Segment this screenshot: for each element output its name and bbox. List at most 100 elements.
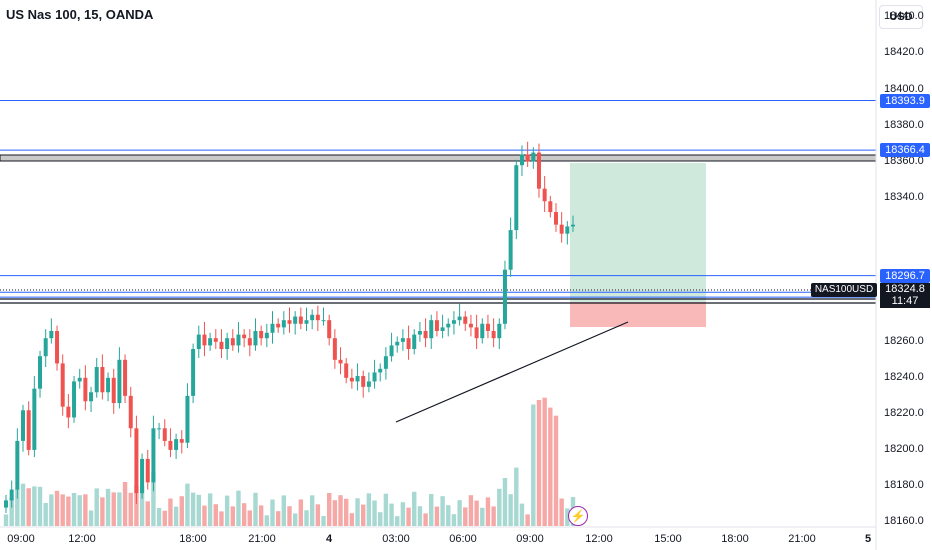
candle (497, 323, 502, 339)
volume-bar (247, 510, 253, 526)
volume-bar (536, 400, 542, 526)
volume-bar (71, 493, 77, 526)
volume-bar (559, 498, 564, 526)
volume-bar (519, 503, 525, 526)
candle (474, 327, 479, 339)
time-tick: 21:00 (248, 533, 276, 545)
candle (344, 363, 349, 378)
volume-bar (37, 486, 43, 526)
volume-bar (111, 492, 116, 526)
lightning-bolt-icon[interactable]: ⚡ (568, 506, 588, 526)
volume-bar (128, 492, 133, 526)
currency-button[interactable]: USD (879, 5, 923, 29)
candle (383, 356, 388, 369)
volume-bar (49, 494, 54, 526)
volume-bar (463, 507, 468, 526)
volume-bar (26, 488, 31, 526)
volume-bar (162, 510, 167, 526)
volume-bar (287, 506, 292, 526)
volume-bar (105, 488, 111, 526)
volume-bar (253, 492, 258, 526)
price-tick: 18260.0 (884, 334, 924, 347)
candle (157, 428, 162, 430)
candle (548, 201, 553, 213)
candle (463, 316, 468, 324)
volume-bar (548, 407, 553, 526)
volume-bar (508, 494, 513, 526)
candle (519, 154, 524, 166)
volume-bar (179, 496, 184, 526)
candle (38, 356, 43, 389)
level-price-tag: 18296.7 (880, 268, 930, 283)
volume-bar (207, 493, 213, 526)
time-tick: 5 (864, 533, 872, 545)
candle (179, 439, 184, 443)
volume-bar (275, 511, 281, 526)
volume-bar (258, 505, 264, 526)
trend-line (395, 321, 629, 423)
candle (43, 338, 48, 357)
candle (128, 395, 133, 429)
volume-bar (417, 506, 423, 526)
volume-bar (185, 483, 190, 526)
loss-zone (570, 302, 706, 327)
candle (168, 440, 173, 450)
candle (446, 323, 451, 328)
volume-bar (241, 503, 247, 526)
volume-bar (321, 516, 326, 526)
candle (174, 439, 179, 450)
price-tick: 18160.0 (884, 515, 924, 527)
volume-bar (32, 486, 37, 526)
volume-bar (525, 514, 530, 526)
volume-bar (60, 494, 65, 526)
volume-bar (383, 493, 389, 526)
volume-bar (168, 498, 173, 526)
price-tick: 18340.0 (884, 190, 924, 203)
volume-bar (332, 500, 338, 526)
volume-bar (531, 404, 536, 526)
volume-bar (15, 488, 20, 526)
candle (565, 226, 570, 234)
volume-bar (145, 501, 150, 526)
candle (304, 320, 309, 324)
candle (366, 381, 371, 387)
candle (151, 428, 156, 483)
volume-bar (94, 488, 99, 526)
volume-bar (553, 415, 559, 526)
candle (412, 334, 417, 350)
candle (242, 334, 247, 339)
volume-bar (361, 504, 366, 526)
volume-bar (400, 502, 406, 526)
time-tick: 18:00 (721, 533, 749, 545)
candle (310, 314, 315, 321)
time-tick: 12:00 (585, 533, 613, 545)
volume-bar (270, 499, 275, 526)
resistance-band (0, 154, 877, 162)
volume-bar (423, 513, 428, 526)
volume-bar (514, 467, 519, 526)
volume-bar (366, 493, 372, 526)
volume-bar (451, 514, 457, 526)
volume-bar (446, 505, 451, 526)
volume-bar (83, 494, 88, 526)
price-tick: 18220.0 (884, 406, 924, 419)
time-tick: 15:00 (654, 533, 682, 545)
time-tick: 06:00 (449, 533, 477, 545)
candle (423, 330, 428, 339)
volume-bar (474, 500, 479, 526)
volume-bar (326, 493, 332, 526)
volume-bar (389, 503, 394, 526)
price-tick: 18240.0 (884, 370, 924, 383)
candle (536, 152, 541, 189)
volume-bar (196, 494, 201, 526)
candle (293, 316, 298, 324)
volume-bar (298, 499, 304, 526)
volume-bar (20, 483, 26, 526)
candle (542, 188, 547, 202)
candle (315, 314, 320, 321)
candle (378, 368, 383, 373)
countdown-label: 11:47 (880, 295, 930, 308)
volume-bar (224, 495, 230, 526)
time-tick: 21:00 (788, 533, 816, 545)
